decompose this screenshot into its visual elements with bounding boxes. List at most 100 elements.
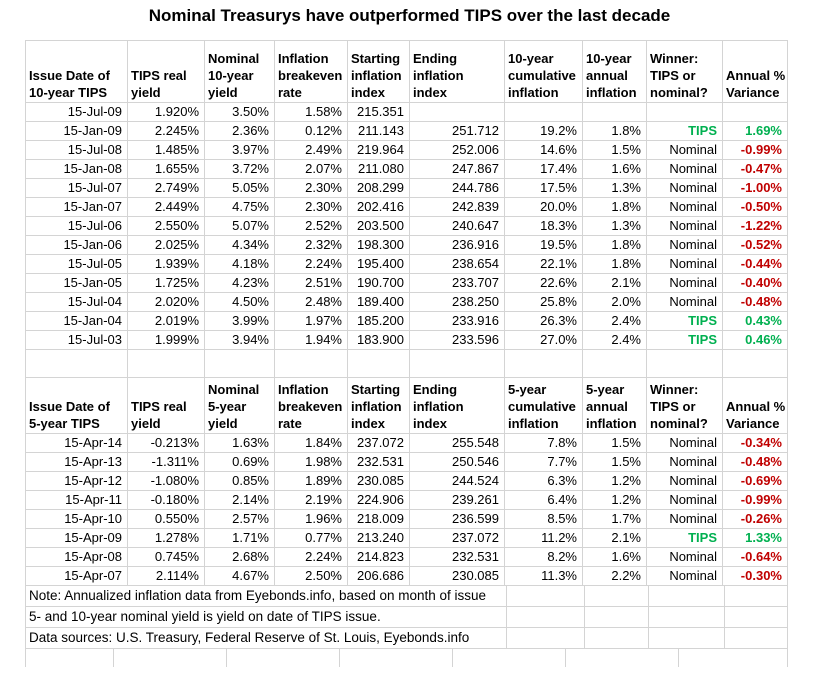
data-cell: 1.84% — [275, 434, 348, 453]
header-cell: Starting inflation index — [348, 378, 410, 434]
data-cell: 1.2% — [583, 491, 647, 510]
gridline-stub — [678, 649, 679, 667]
winner-cell: TIPS — [647, 122, 723, 141]
gridline-stub — [506, 628, 507, 648]
data-cell: 252.006 — [410, 141, 505, 160]
header-cell: Inflation breakeven rate — [275, 41, 348, 103]
note-text: Note: Annualized inflation data from Eye… — [29, 588, 487, 603]
data-cell: 2.24% — [275, 255, 348, 274]
header-cell: Starting inflation index — [348, 41, 410, 103]
data-cell: 6.3% — [505, 472, 583, 491]
data-cell: 20.0% — [505, 198, 583, 217]
data-cell: 255.548 — [410, 434, 505, 453]
header-cell: Winner: TIPS or nominal? — [647, 41, 723, 103]
header-cell: 5-year annual inflation — [583, 378, 647, 434]
data-cell: 214.823 — [348, 548, 410, 567]
issue-date-cell: 15-Apr-08 — [26, 548, 128, 567]
variance-cell: -0.30% — [723, 567, 788, 586]
data-cell: 230.085 — [410, 567, 505, 586]
data-cell: 1.8% — [583, 255, 647, 274]
data-cell: 3.50% — [205, 103, 275, 122]
issue-date-cell: 15-Jul-03 — [26, 331, 128, 350]
data-cell: 1.5% — [583, 453, 647, 472]
data-cell: 6.4% — [505, 491, 583, 510]
data-cell: 1.5% — [583, 141, 647, 160]
data-cell: 19.2% — [505, 122, 583, 141]
header-cell: 5-year cumulative inflation — [505, 378, 583, 434]
empty-cell — [583, 350, 647, 378]
data-cell: 2.30% — [275, 179, 348, 198]
data-cell: 2.2% — [583, 567, 647, 586]
variance-cell — [723, 103, 788, 122]
data-cell: 2.114% — [128, 567, 205, 586]
data-cell: 237.072 — [410, 529, 505, 548]
data-cell: 213.240 — [348, 529, 410, 548]
data-cell: 1.8% — [583, 236, 647, 255]
data-cell: 198.300 — [348, 236, 410, 255]
gridline-stub — [724, 586, 725, 606]
data-cell: 237.072 — [348, 434, 410, 453]
gridline-stub — [584, 628, 585, 648]
data-cell: 251.712 — [410, 122, 505, 141]
data-cell: 2.49% — [275, 141, 348, 160]
data-cell: 2.4% — [583, 331, 647, 350]
data-cell: 215.351 — [348, 103, 410, 122]
winner-cell: Nominal — [647, 141, 723, 160]
data-cell: 1.655% — [128, 160, 205, 179]
data-cell: 206.686 — [348, 567, 410, 586]
data-cell: 0.12% — [275, 122, 348, 141]
gridline-stub — [648, 628, 649, 648]
note-text: Data sources: U.S. Treasury, Federal Res… — [29, 630, 470, 645]
data-cell: 232.531 — [348, 453, 410, 472]
gridline-stub — [452, 649, 453, 667]
data-cell: 22.6% — [505, 274, 583, 293]
data-cell: 183.900 — [348, 331, 410, 350]
data-cell: 7.7% — [505, 453, 583, 472]
data-cell: 1.96% — [275, 510, 348, 529]
sheet-title: Nominal Treasurys have outperformed TIPS… — [148, 6, 671, 25]
data-cell: 203.500 — [348, 217, 410, 236]
data-cell: 244.524 — [410, 472, 505, 491]
data-cell: 2.30% — [275, 198, 348, 217]
data-cell: 4.75% — [205, 198, 275, 217]
data-cell: 2.48% — [275, 293, 348, 312]
data-cell: 2.51% — [275, 274, 348, 293]
data-cell: 3.97% — [205, 141, 275, 160]
data-cell: 0.69% — [205, 453, 275, 472]
worksheet-area: Issue Date of 10-year TIPS TIPS real yiel… — [25, 40, 788, 667]
header-cell: Nominal 5-year yield — [205, 378, 275, 434]
winner-cell: Nominal — [647, 567, 723, 586]
data-cell: 2.025% — [128, 236, 205, 255]
data-cell: 238.654 — [410, 255, 505, 274]
data-cell: 1.58% — [275, 103, 348, 122]
data-cell: 2.019% — [128, 312, 205, 331]
winner-cell: Nominal — [647, 236, 723, 255]
gridline-stub — [724, 628, 725, 648]
data-cell: 4.18% — [205, 255, 275, 274]
issue-date-cell: 15-Apr-09 — [26, 529, 128, 548]
data-cell: 1.939% — [128, 255, 205, 274]
data-cell: 14.6% — [505, 141, 583, 160]
empty-cell — [275, 350, 348, 378]
data-cell: 2.24% — [275, 548, 348, 567]
data-cell: 1.920% — [128, 103, 205, 122]
data-cell: 236.916 — [410, 236, 505, 255]
header-cell: 10-year annual inflation — [583, 41, 647, 103]
issue-date-cell: 15-Apr-13 — [26, 453, 128, 472]
gridline-stub — [113, 649, 114, 667]
variance-cell: -1.22% — [723, 217, 788, 236]
variance-cell: -0.52% — [723, 236, 788, 255]
data-cell: 26.3% — [505, 312, 583, 331]
data-cell: 1.3% — [583, 217, 647, 236]
variance-cell: -0.50% — [723, 198, 788, 217]
issue-date-cell: 15-Jul-09 — [26, 103, 128, 122]
gridline-stub — [648, 586, 649, 606]
data-cell: 17.4% — [505, 160, 583, 179]
winner-cell: Nominal — [647, 160, 723, 179]
data-cell: 5.05% — [205, 179, 275, 198]
winner-cell: Nominal — [647, 453, 723, 472]
winner-cell: Nominal — [647, 510, 723, 529]
header-cell: Nominal 10-year yield — [205, 41, 275, 103]
winner-cell: Nominal — [647, 434, 723, 453]
data-cell: 1.2% — [583, 472, 647, 491]
